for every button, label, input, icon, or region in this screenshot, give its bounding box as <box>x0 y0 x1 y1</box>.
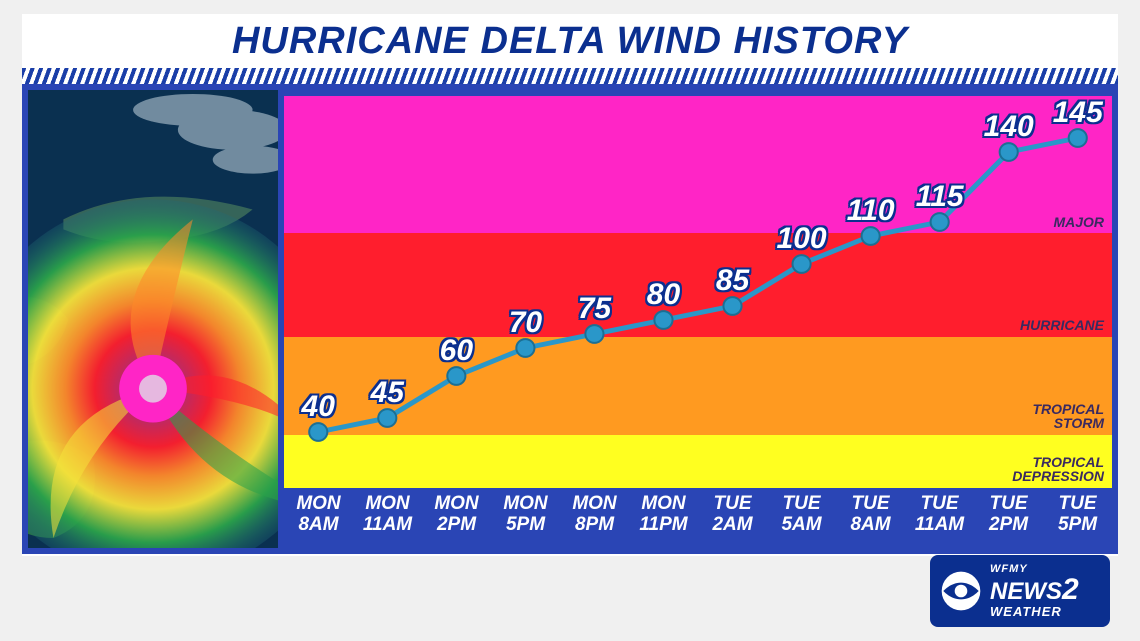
title-bar: HURRICANE DELTA WIND HISTORY <box>22 14 1118 68</box>
logo-text: WFMY NEWS2 WEATHER <box>990 564 1079 618</box>
x-tick: TUE2AM <box>698 488 767 548</box>
data-point <box>793 255 811 273</box>
x-tick: MON5PM <box>491 488 560 548</box>
data-point <box>1069 129 1087 147</box>
point-value-label: 85 <box>716 264 749 298</box>
point-value-label: 45 <box>371 376 404 410</box>
band-label-tropical_storm: TROPICALSTORM <box>1032 402 1104 431</box>
data-point <box>378 409 396 427</box>
cbs-eye-icon <box>940 570 982 612</box>
x-tick: MON11PM <box>629 488 698 548</box>
logo-line2: NEWS2 <box>990 575 1079 605</box>
x-tick: MON8PM <box>560 488 629 548</box>
station-logo: WFMY NEWS2 WEATHER <box>930 555 1110 627</box>
satellite-svg <box>28 90 278 548</box>
point-value-label: 100 <box>777 222 827 256</box>
point-value-label: 80 <box>647 278 680 312</box>
x-axis: MON8AMMON11AMMON2PMMON5PMMON8PMMON11PMTU… <box>284 488 1112 548</box>
x-tick: MON11AM <box>353 488 422 548</box>
point-value-label: 115 <box>916 180 964 214</box>
hatch-divider <box>22 68 1118 84</box>
line-series-svg <box>284 96 1112 488</box>
point-value-label: 145 <box>1053 96 1103 130</box>
x-tick: MON2PM <box>422 488 491 548</box>
x-tick: TUE11AM <box>905 488 974 548</box>
point-value-label: 40 <box>302 390 335 424</box>
x-tick: TUE2PM <box>974 488 1043 548</box>
point-value-label: 70 <box>509 306 542 340</box>
band-label-hurricane: HURRICANE <box>1020 318 1104 333</box>
data-point <box>516 339 534 357</box>
x-tick: TUE5AM <box>767 488 836 548</box>
point-value-label: 110 <box>847 194 895 228</box>
plot-area: TROPICALDEPRESSION TROPICALSTORM HURRICANE… <box>284 96 1112 488</box>
data-point <box>1000 143 1018 161</box>
content-row: TROPICALDEPRESSION TROPICALSTORM HURRICANE… <box>22 84 1118 554</box>
chart-title: HURRICANE DELTA WIND HISTORY <box>232 20 908 63</box>
logo-line3: WEATHER <box>990 605 1079 618</box>
wind-line <box>318 138 1078 432</box>
wind-history-chart: TROPICALDEPRESSION TROPICALSTORM HURRICANE… <box>284 84 1118 554</box>
data-point <box>931 213 949 231</box>
point-value-label: 75 <box>578 292 611 326</box>
band-label-major: MAJOR <box>1053 215 1104 230</box>
band-label-tropical_depression: TROPICALDEPRESSION <box>1012 455 1104 484</box>
point-value-label: 140 <box>984 110 1034 144</box>
data-point <box>723 297 741 315</box>
x-tick: TUE8AM <box>836 488 905 548</box>
x-tick: MON8AM <box>284 488 353 548</box>
data-point <box>585 325 603 343</box>
data-point <box>309 423 327 441</box>
data-point <box>654 311 672 329</box>
point-value-label: 60 <box>440 334 473 368</box>
data-point <box>447 367 465 385</box>
x-tick: TUE5PM <box>1043 488 1112 548</box>
weather-graphic-panel: HURRICANE DELTA WIND HISTORY <box>22 14 1118 556</box>
satellite-image <box>22 84 284 554</box>
data-point <box>862 227 880 245</box>
